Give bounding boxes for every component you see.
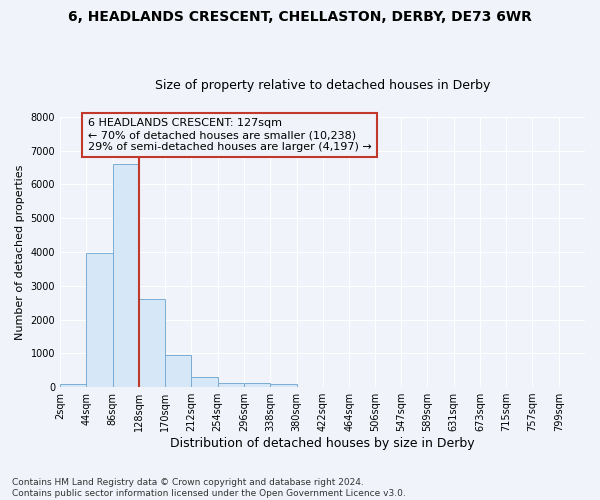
Bar (165, 354, 191, 387)
Y-axis label: Number of detached properties: Number of detached properties (15, 164, 25, 340)
Text: Contains HM Land Registry data © Crown copyright and database right 2024.
Contai: Contains HM Land Registry data © Crown c… (12, 478, 406, 498)
Bar (191, 377, 218, 387)
X-axis label: Distribution of detached houses by size in Derby: Distribution of detached houses by size … (170, 437, 475, 450)
Bar (60, 384, 86, 387)
Bar (218, 382, 244, 387)
Bar (270, 384, 296, 387)
Bar (113, 164, 139, 387)
Bar (139, 298, 165, 387)
Text: 6 HEADLANDS CRESCENT: 127sqm
← 70% of detached houses are smaller (10,238)
29% o: 6 HEADLANDS CRESCENT: 127sqm ← 70% of de… (88, 118, 371, 152)
Title: Size of property relative to detached houses in Derby: Size of property relative to detached ho… (155, 79, 490, 92)
Text: 6, HEADLANDS CRESCENT, CHELLASTON, DERBY, DE73 6WR: 6, HEADLANDS CRESCENT, CHELLASTON, DERBY… (68, 10, 532, 24)
Bar (86, 252, 113, 387)
Bar (244, 384, 270, 387)
